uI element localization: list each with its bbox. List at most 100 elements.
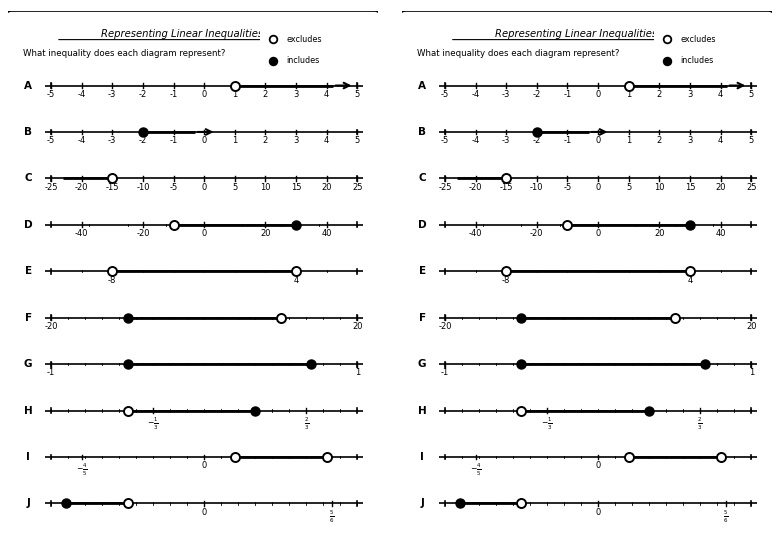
Text: -1: -1	[169, 136, 178, 145]
Text: 2: 2	[263, 136, 268, 145]
FancyBboxPatch shape	[651, 25, 768, 75]
Text: I: I	[27, 452, 30, 462]
Text: 20: 20	[261, 229, 271, 238]
Text: 0: 0	[201, 229, 207, 238]
Text: C: C	[24, 173, 32, 184]
Text: -1: -1	[563, 136, 572, 145]
Text: $\frac{2}{3}$: $\frac{2}{3}$	[303, 416, 309, 432]
Text: -1: -1	[563, 90, 572, 99]
Text: -20: -20	[530, 229, 544, 238]
Text: -5: -5	[441, 90, 449, 99]
Text: 5: 5	[355, 90, 360, 99]
Text: 3: 3	[293, 90, 299, 99]
Text: -1: -1	[441, 368, 449, 377]
Text: 2: 2	[657, 136, 662, 145]
Text: $-\frac{1}{3}$: $-\frac{1}{3}$	[147, 416, 159, 432]
Text: 15: 15	[685, 183, 695, 192]
Text: 10: 10	[261, 183, 271, 192]
Text: 0: 0	[201, 183, 207, 192]
Text: 10: 10	[654, 183, 665, 192]
Text: 0: 0	[201, 90, 207, 99]
Text: 4: 4	[718, 90, 723, 99]
Text: H: H	[418, 406, 427, 416]
Text: E: E	[419, 266, 426, 276]
Text: 5: 5	[749, 90, 754, 99]
Text: -4: -4	[77, 136, 86, 145]
Text: 5: 5	[626, 183, 631, 192]
Text: 3: 3	[293, 136, 299, 145]
Text: 0: 0	[201, 461, 207, 470]
Text: 0: 0	[201, 136, 207, 145]
Text: 0: 0	[595, 461, 601, 470]
Text: 4: 4	[293, 275, 299, 285]
Text: -20: -20	[44, 322, 58, 331]
Text: -20: -20	[438, 322, 452, 331]
Text: $-\frac{4}{5}$: $-\frac{4}{5}$	[76, 462, 87, 478]
Text: -4: -4	[471, 136, 480, 145]
Text: G: G	[24, 359, 33, 369]
Text: F: F	[25, 313, 32, 323]
Text: B: B	[418, 127, 426, 137]
Text: 0: 0	[595, 183, 601, 192]
Text: D: D	[418, 220, 427, 230]
Text: 0: 0	[595, 508, 601, 517]
Text: -5: -5	[47, 90, 55, 99]
Text: 1: 1	[232, 136, 237, 145]
Text: -2: -2	[533, 90, 541, 99]
Text: 20: 20	[352, 322, 363, 331]
Text: -8: -8	[108, 275, 116, 285]
Text: J: J	[420, 498, 424, 509]
Text: -2: -2	[139, 90, 147, 99]
Text: 40: 40	[715, 229, 726, 238]
Text: -8: -8	[502, 275, 510, 285]
Text: A: A	[24, 80, 32, 91]
FancyBboxPatch shape	[4, 11, 382, 540]
Text: $-\frac{1}{3}$: $-\frac{1}{3}$	[541, 416, 553, 432]
Text: excludes: excludes	[680, 35, 716, 44]
Text: -5: -5	[441, 136, 449, 145]
Text: -2: -2	[533, 136, 541, 145]
Text: -5: -5	[47, 136, 55, 145]
Text: -3: -3	[108, 90, 116, 99]
Text: 4: 4	[324, 136, 329, 145]
Text: -25: -25	[44, 183, 58, 192]
Text: -2: -2	[139, 136, 147, 145]
Text: -20: -20	[469, 183, 482, 192]
Text: B: B	[24, 127, 32, 137]
Text: J: J	[27, 498, 30, 509]
Text: C: C	[418, 173, 426, 184]
Text: 2: 2	[657, 90, 662, 99]
Text: $\frac{5}{6}$: $\frac{5}{6}$	[723, 509, 729, 525]
Text: -3: -3	[502, 90, 510, 99]
Text: -3: -3	[108, 136, 116, 145]
Text: -1: -1	[47, 368, 55, 377]
Text: 20: 20	[746, 322, 757, 331]
Text: 0: 0	[201, 508, 207, 517]
Text: 4: 4	[687, 275, 693, 285]
Text: 20: 20	[715, 183, 726, 192]
Text: -20: -20	[136, 229, 150, 238]
Text: includes: includes	[680, 56, 714, 65]
Text: What inequality does each diagram represent?: What inequality does each diagram repres…	[23, 49, 225, 58]
Text: -4: -4	[77, 90, 86, 99]
Text: -5: -5	[169, 183, 178, 192]
Text: G: G	[418, 359, 427, 369]
Text: 5: 5	[355, 136, 360, 145]
Text: -20: -20	[75, 183, 88, 192]
Text: -3: -3	[502, 136, 510, 145]
Text: 0: 0	[595, 90, 601, 99]
Text: F: F	[419, 313, 426, 323]
Text: 0: 0	[595, 136, 601, 145]
Text: $\frac{2}{3}$: $\frac{2}{3}$	[697, 416, 703, 432]
Text: -15: -15	[499, 183, 513, 192]
FancyBboxPatch shape	[257, 25, 374, 75]
Text: 0: 0	[595, 229, 601, 238]
Text: A: A	[418, 80, 426, 91]
Text: 1: 1	[749, 368, 754, 377]
Text: -1: -1	[169, 90, 178, 99]
Text: 3: 3	[687, 90, 693, 99]
Text: E: E	[25, 266, 32, 276]
Text: 5: 5	[232, 183, 237, 192]
Text: 2: 2	[263, 90, 268, 99]
Text: -10: -10	[530, 183, 544, 192]
